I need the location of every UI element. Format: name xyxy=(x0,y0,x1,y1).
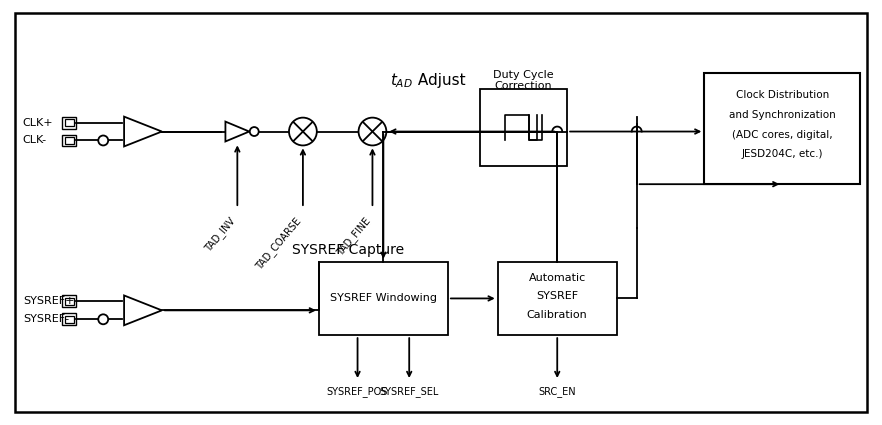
Text: Clock Distribution: Clock Distribution xyxy=(736,90,829,100)
Text: TAD_INV: TAD_INV xyxy=(203,216,237,255)
Text: Duty Cycle: Duty Cycle xyxy=(493,70,554,80)
Text: SYSREF-: SYSREF- xyxy=(23,314,69,324)
Polygon shape xyxy=(124,295,161,325)
Circle shape xyxy=(250,127,258,136)
Circle shape xyxy=(98,136,108,145)
FancyBboxPatch shape xyxy=(497,262,617,335)
Polygon shape xyxy=(124,116,161,147)
Text: JESD204C, etc.): JESD204C, etc.) xyxy=(742,149,823,159)
FancyBboxPatch shape xyxy=(276,228,693,402)
FancyBboxPatch shape xyxy=(63,116,77,128)
FancyBboxPatch shape xyxy=(63,295,77,307)
Text: CLK-: CLK- xyxy=(23,136,47,145)
Text: SYSREF Windowing: SYSREF Windowing xyxy=(330,293,437,303)
Text: SYSREF Capture: SYSREF Capture xyxy=(292,243,404,257)
FancyBboxPatch shape xyxy=(65,298,74,305)
Text: SYSREF_SEL: SYSREF_SEL xyxy=(379,386,439,397)
Polygon shape xyxy=(226,122,250,142)
FancyBboxPatch shape xyxy=(704,73,860,184)
FancyBboxPatch shape xyxy=(63,313,77,325)
Text: and Synchronization: and Synchronization xyxy=(729,110,835,120)
FancyBboxPatch shape xyxy=(15,13,867,412)
Text: TAD_COARSE: TAD_COARSE xyxy=(253,216,303,272)
FancyBboxPatch shape xyxy=(65,316,74,323)
Text: CLK+: CLK+ xyxy=(23,118,54,128)
Text: SRC_EN: SRC_EN xyxy=(538,386,576,397)
Circle shape xyxy=(359,118,386,145)
FancyBboxPatch shape xyxy=(65,137,74,144)
FancyBboxPatch shape xyxy=(65,119,74,126)
Text: TAD_FINE: TAD_FINE xyxy=(334,216,372,258)
Circle shape xyxy=(289,118,317,145)
Text: Correction: Correction xyxy=(495,81,552,91)
FancyBboxPatch shape xyxy=(63,135,77,147)
Text: $t_{AD}$: $t_{AD}$ xyxy=(391,71,414,90)
Text: Automatic: Automatic xyxy=(528,272,586,283)
FancyBboxPatch shape xyxy=(480,89,567,166)
Text: SYSREF_POS: SYSREF_POS xyxy=(327,386,388,397)
Text: SYSREF+: SYSREF+ xyxy=(23,296,74,306)
Circle shape xyxy=(98,314,108,324)
Text: (ADC cores, digital,: (ADC cores, digital, xyxy=(732,130,833,139)
Text: Calibration: Calibration xyxy=(527,310,587,320)
Text: SYSREF: SYSREF xyxy=(536,292,579,301)
FancyBboxPatch shape xyxy=(318,262,448,335)
FancyBboxPatch shape xyxy=(172,51,490,208)
Text: Adjust: Adjust xyxy=(413,74,466,88)
